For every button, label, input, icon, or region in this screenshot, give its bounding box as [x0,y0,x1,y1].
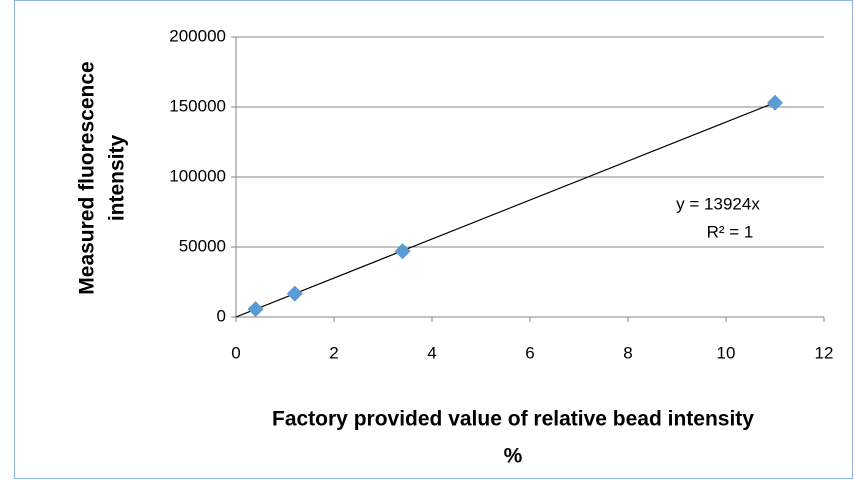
x-tick-label: 2 [329,343,338,362]
data-point [767,94,783,111]
x-tick-label: 4 [427,343,436,362]
trendline-r-squared: R² = 1 [707,222,754,241]
x-axis-title: % [504,445,523,468]
y-tick-label: 100000 [169,166,226,185]
x-axis-title: Factory provided value of relative bead … [272,408,754,431]
x-tick-label: 12 [815,343,834,362]
x-tick-label: 10 [717,343,736,362]
y-tick-label: 0 [217,306,226,325]
y-tick-label: 200000 [169,26,226,45]
y-tick-label: 150000 [169,96,226,115]
data-point [286,285,303,302]
trendline-equation: y = 13924x [676,194,760,213]
trendline [235,102,776,318]
y-axis-title: Measured fluorescence [76,61,99,294]
y-axis-title: intensity [106,135,129,222]
y-tick-label: 50000 [179,236,226,255]
x-tick-label: 8 [623,343,632,362]
x-tick-label: 6 [525,343,534,362]
data-point [247,301,264,318]
data-point [394,243,411,260]
chart-border [14,0,853,479]
x-tick-label: 0 [231,343,240,362]
